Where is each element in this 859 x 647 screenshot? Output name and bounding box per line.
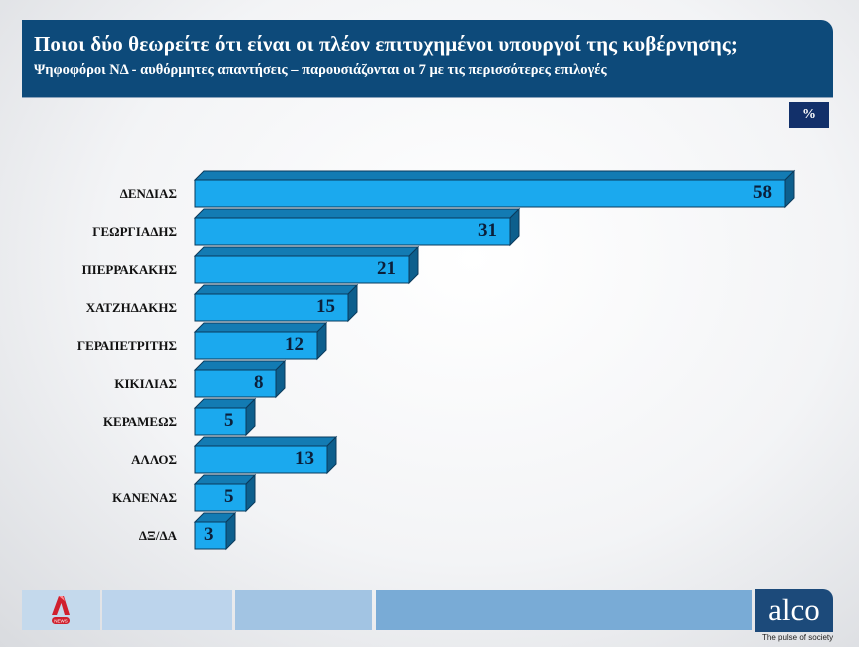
bar-row: ΚΙΚΙΛΙΑΣ 8 [0, 359, 859, 399]
bar-row: ΔΕΝΔΙΑΣ 58 [0, 169, 859, 209]
chart-subtitle: Ψηφοφόροι ΝΔ - αυθόρμητες απαντήσεις – π… [34, 62, 607, 78]
category-label: ΓΕΩΡΓΙΑΔΗΣ [92, 224, 177, 239]
bar-row: ΓΕΡΑΠΕΤΡΙΤΗΣ 12 [0, 321, 859, 361]
chart-title: Ποιοι δύο θεωρείτε ότι είναι οι πλέον επ… [34, 32, 738, 56]
alco-tagline: The pulse of society [762, 633, 834, 642]
value-label: 21 [377, 258, 396, 279]
alpha-logo-icon: NEWS [52, 596, 70, 624]
bar-row: ΧΑΤΖΗΔΑΚΗΣ 15 [0, 283, 859, 323]
footer-strip: NEWS [0, 588, 859, 647]
bar [193, 435, 338, 475]
bar-row: ΔΞ/ΔΑ 3 [0, 511, 859, 551]
footer-block-2 [235, 590, 372, 630]
bar [193, 511, 237, 551]
bar [193, 207, 521, 247]
category-label: ΧΑΤΖΗΔΑΚΗΣ [85, 300, 177, 315]
bar [193, 169, 796, 209]
category-label: ΚΙΚΙΛΙΑΣ [114, 376, 177, 391]
bar-row: ΠΙΕΡΡΑΚΑΚΗΣ 21 [0, 245, 859, 285]
category-label: ΓΕΡΑΠΕΤΡΙΤΗΣ [76, 338, 177, 353]
alco-logo: alco [755, 589, 833, 632]
unit-badge: % [789, 102, 829, 128]
bar-row: ΑΛΛΟΣ 13 [0, 435, 859, 475]
category-label: ΚΕΡΑΜΕΩΣ [102, 414, 177, 429]
value-label: 58 [753, 182, 772, 203]
bar [193, 473, 257, 513]
footer-block-3 [376, 590, 752, 630]
value-label: 13 [295, 448, 314, 469]
value-label: 8 [254, 372, 264, 393]
value-label: 12 [285, 334, 304, 355]
alpha-logo: NEWS [22, 590, 100, 630]
bar [193, 321, 328, 361]
header-banner: Ποιοι δύο θεωρείτε ότι είναι οι πλέον επ… [22, 20, 833, 97]
bar-row: ΚΑΝΕΝΑΣ 5 [0, 473, 859, 513]
bar-row: ΓΕΩΡΓΙΑΔΗΣ 31 [0, 207, 859, 247]
value-label: 15 [316, 296, 335, 317]
footer-block-1 [102, 590, 232, 630]
category-label: ΠΙΕΡΡΑΚΑΚΗΣ [81, 262, 177, 277]
value-label: 3 [204, 524, 214, 545]
bar [193, 359, 287, 399]
category-label: ΔΞ/ΔΑ [138, 528, 177, 543]
bar [193, 245, 420, 285]
value-label: 5 [224, 410, 234, 431]
category-label: ΔΕΝΔΙΑΣ [119, 186, 177, 201]
value-label: 31 [478, 220, 497, 241]
bar [193, 283, 359, 323]
bar-row: ΚΕΡΑΜΕΩΣ 5 [0, 397, 859, 437]
bar [193, 397, 257, 437]
category-label: ΑΛΛΟΣ [131, 452, 177, 467]
value-label: 5 [224, 486, 234, 507]
bar-chart: ΔΕΝΔΙΑΣ 58 ΓΕΩΡΓΙΑΔΗΣ 31 ΠΙΕΡΡΑΚΑΚΗΣ 21 ΧΑΤΖΗΔ… [0, 169, 859, 551]
svg-text:NEWS: NEWS [54, 619, 68, 624]
category-label: ΚΑΝΕΝΑΣ [112, 490, 177, 505]
